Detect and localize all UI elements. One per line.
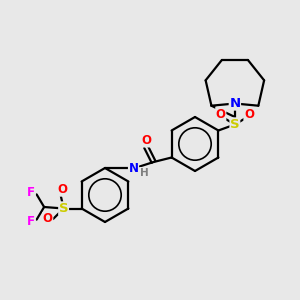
Text: F: F (27, 186, 35, 200)
Text: O: O (43, 212, 53, 226)
Text: S: S (230, 118, 240, 131)
Text: O: O (244, 107, 254, 121)
Text: O: O (57, 183, 67, 196)
Text: O: O (141, 134, 151, 147)
Text: S: S (59, 202, 68, 215)
Text: H: H (140, 167, 148, 178)
Text: N: N (229, 97, 240, 110)
Text: O: O (216, 107, 226, 121)
Text: F: F (27, 214, 35, 228)
Text: N: N (128, 161, 139, 175)
